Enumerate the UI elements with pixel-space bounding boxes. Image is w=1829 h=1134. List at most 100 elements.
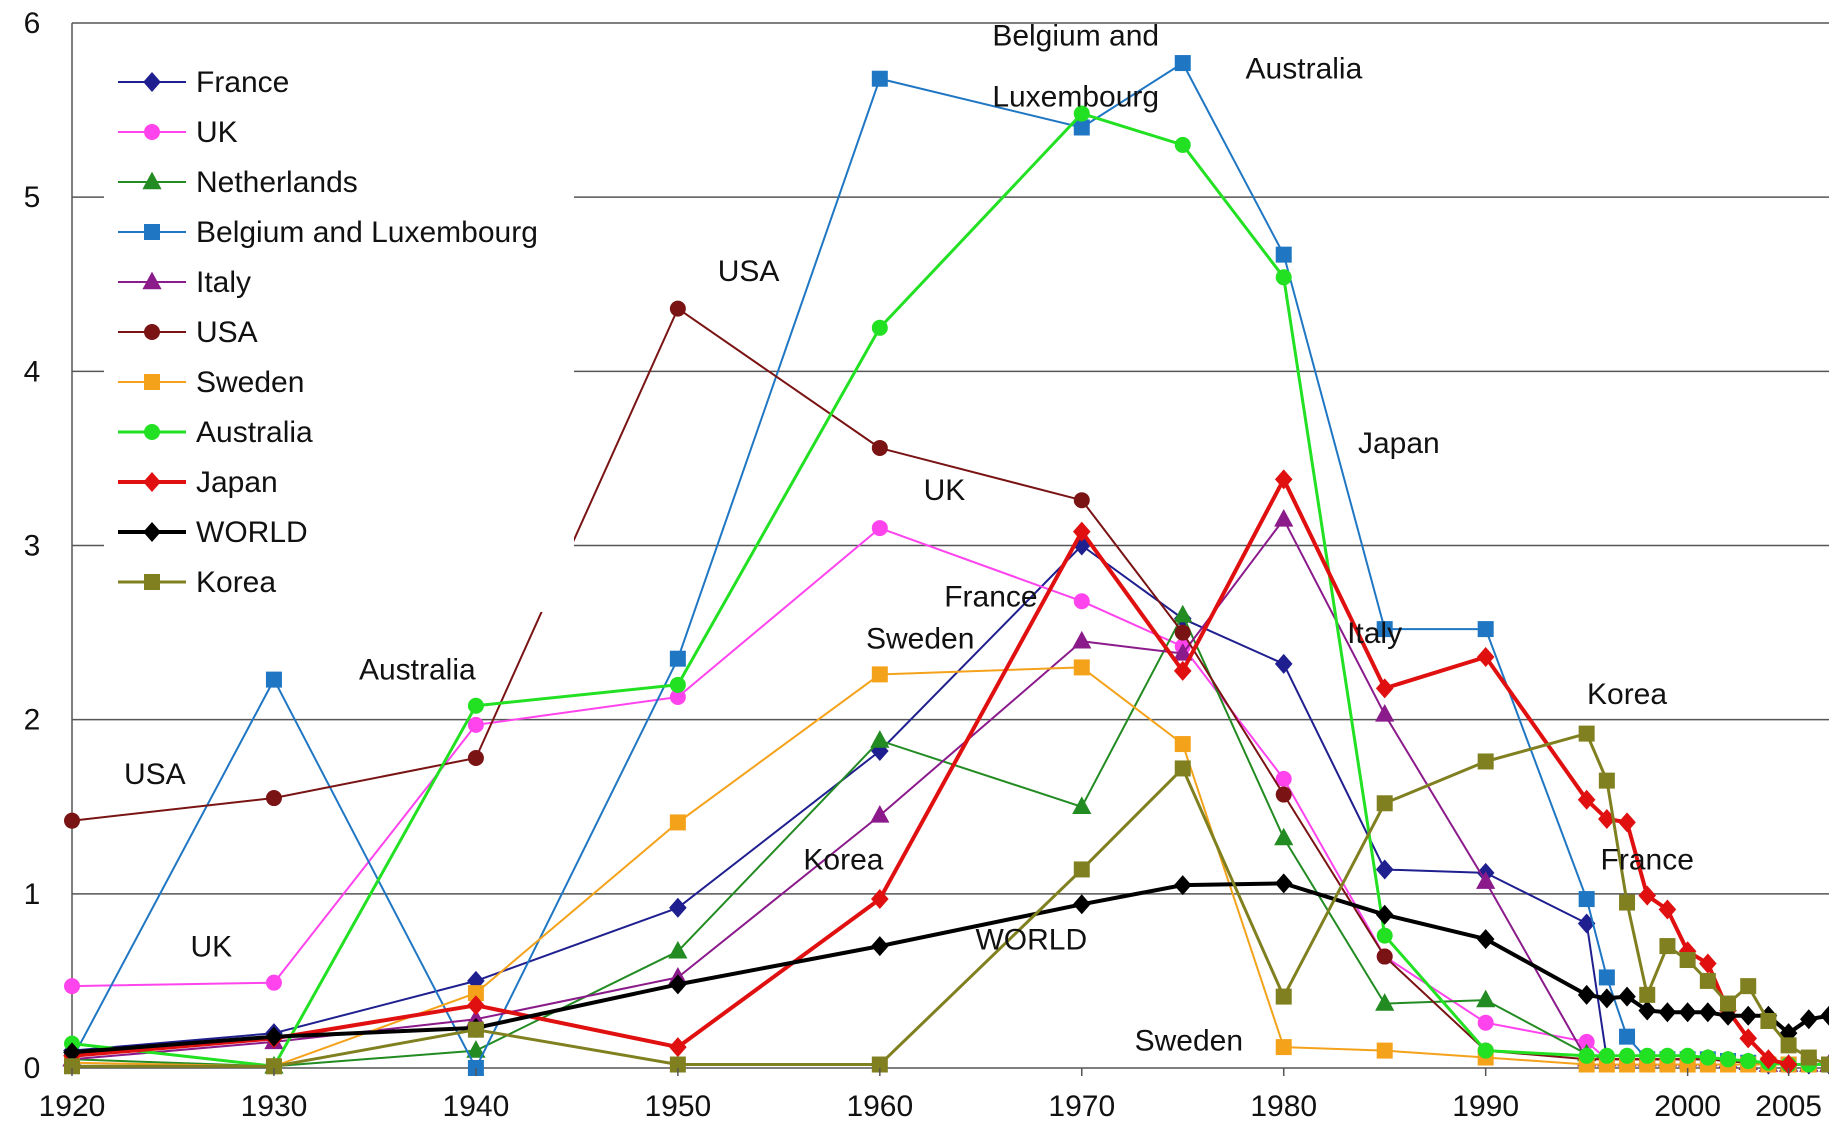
series-france [63,535,1829,1075]
data-point [1699,972,1716,989]
data-point [1375,859,1394,880]
legend-label: UK [196,116,238,149]
data-point [1779,1054,1798,1075]
data-point [1699,953,1717,974]
annotation-label: Australia [359,654,476,687]
legend-marker [142,271,162,290]
legend-item: Italy [118,266,251,299]
legend-marker [143,472,161,492]
x-tick-label: 2005 [1755,1090,1822,1123]
data-point [871,1056,888,1073]
legend-marker [144,424,160,440]
x-tick-label: 1940 [443,1090,510,1123]
data-point [1760,1012,1777,1029]
data-point [265,790,282,807]
legend-label: Japan [196,466,278,499]
data-point [1275,988,1292,1005]
data-point [1174,760,1191,777]
data-point [669,814,686,831]
data-point [1578,725,1595,742]
data-point [871,520,888,537]
data-point [1740,978,1757,995]
data-point [1739,1028,1758,1049]
data-point [1073,659,1090,676]
x-tick-label: 1920 [39,1090,106,1123]
legend-item: Japan [118,466,278,499]
legend-item: UK [118,116,238,149]
annotation-label: WORLD [975,924,1087,957]
data-point [1659,938,1676,955]
annotation-label: Italy [1347,617,1402,650]
data-point [1679,952,1696,969]
data-point [1618,986,1636,1007]
data-point [1578,1033,1595,1050]
data-point [1375,678,1394,699]
y-tick-label: 3 [24,530,41,563]
x-tick-label: 1990 [1452,1090,1519,1123]
legend-label: Netherlands [196,166,358,199]
data-point [467,995,485,1016]
data-point [265,1058,282,1075]
annotation-label: Belgium and [992,20,1159,53]
data-point [1638,885,1657,906]
legend-marker [144,224,160,240]
data-point [467,716,484,733]
data-point [1476,871,1496,889]
annotation-layer: Belgium and Luxembourg Australia USA UK Japan… [124,20,1694,1058]
data-point [1780,1037,1797,1054]
data-point [1598,772,1615,789]
legend-item: Korea [118,566,276,599]
data-point [1720,995,1737,1012]
data-point [1598,1047,1615,1064]
data-point [1699,1049,1716,1066]
x-tick-label: 1960 [846,1090,913,1123]
data-point [1375,993,1395,1011]
data-point [1376,795,1393,812]
legend-marker [144,574,160,590]
data-point [1598,969,1615,986]
legend-item: Belgium and Luxembourg [118,216,538,249]
series-korea [64,725,1829,1075]
data-point [870,730,890,748]
data-point [1477,753,1494,770]
data-point [870,805,890,823]
data-point [1073,593,1090,610]
data-point [1375,904,1394,925]
data-point [871,936,889,957]
data-point [1476,989,1496,1008]
data-point [1073,492,1090,509]
annotation-label: Sweden [1135,1025,1243,1058]
legend-label: USA [196,316,258,349]
data-point [1275,786,1292,803]
annotation-label: Luxembourg [992,81,1159,114]
annotation-label: USA [718,255,780,288]
data-point [1174,136,1191,153]
legend-label: WORLD [196,516,308,549]
legend-marker [142,171,162,190]
data-point [1578,891,1595,908]
data-point [1072,630,1092,649]
data-point [1476,929,1495,950]
data-point [669,676,686,693]
data-point [1173,643,1193,661]
data-point [1477,1014,1494,1031]
data-point [1740,1053,1757,1070]
legend-label: Australia [196,416,313,449]
annotation-label: Korea [1587,678,1667,711]
axis-layer: 0 1 2 3 4 5 6 1920 1930 1940 1950 1960 1970 1980 1990 2… [24,7,1822,1123]
legend: France UK Netherlands Belgium and Luxembour… [118,66,538,599]
legend-label: France [196,66,289,99]
data-point [1619,1047,1636,1064]
legend-label: Italy [196,266,251,299]
data-point [1375,704,1395,722]
data-point [1173,875,1192,896]
data-point [871,889,889,910]
data-point [1173,604,1193,623]
data-point [265,1026,283,1047]
series-world [63,873,1829,1063]
data-point [1658,1002,1677,1023]
data-point [1639,1047,1656,1064]
data-point [467,697,484,714]
data-point [1072,894,1091,915]
data-point [1800,1049,1817,1066]
